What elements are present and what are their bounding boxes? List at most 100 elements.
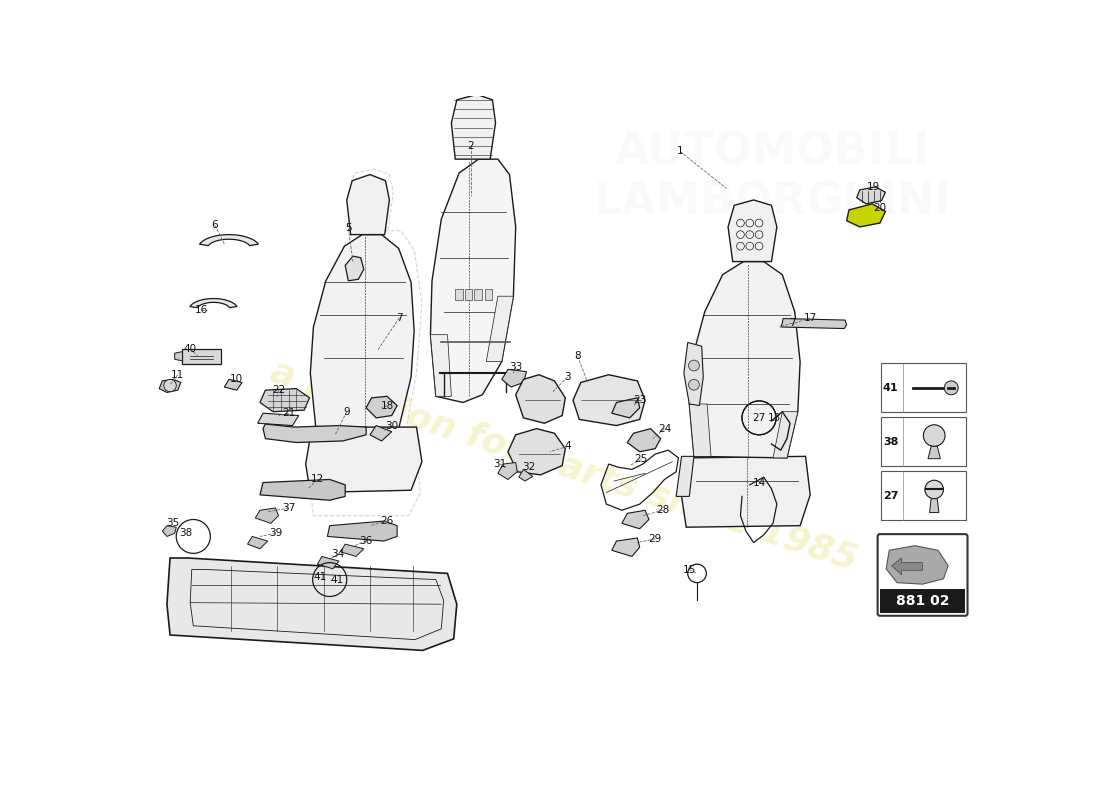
Polygon shape — [455, 289, 463, 300]
Polygon shape — [516, 374, 565, 423]
Polygon shape — [317, 557, 339, 569]
Text: 37: 37 — [282, 503, 295, 513]
Polygon shape — [306, 427, 422, 493]
Polygon shape — [773, 412, 798, 458]
Circle shape — [925, 480, 944, 498]
Circle shape — [923, 425, 945, 446]
Polygon shape — [160, 379, 180, 393]
Polygon shape — [847, 204, 886, 227]
Polygon shape — [690, 404, 711, 456]
Polygon shape — [684, 342, 703, 406]
Text: 9: 9 — [343, 406, 350, 417]
Text: 36: 36 — [360, 536, 373, 546]
Text: 38: 38 — [179, 528, 192, 538]
Polygon shape — [857, 187, 886, 204]
Text: 17: 17 — [804, 313, 817, 322]
Polygon shape — [430, 159, 516, 402]
Circle shape — [164, 379, 176, 392]
Text: 881 02: 881 02 — [895, 594, 949, 608]
Text: 16: 16 — [195, 305, 208, 315]
Text: 8: 8 — [574, 351, 581, 362]
Polygon shape — [163, 526, 176, 537]
Polygon shape — [255, 508, 278, 523]
Text: 41: 41 — [883, 383, 899, 393]
Polygon shape — [930, 498, 939, 513]
Polygon shape — [346, 174, 389, 234]
Text: 30: 30 — [385, 421, 398, 430]
Text: 1: 1 — [676, 146, 683, 157]
Polygon shape — [682, 456, 811, 527]
Polygon shape — [224, 379, 242, 390]
Polygon shape — [781, 318, 847, 329]
Polygon shape — [928, 446, 940, 458]
Polygon shape — [370, 426, 392, 441]
Polygon shape — [627, 429, 661, 452]
Text: 10: 10 — [230, 374, 243, 384]
Text: 29: 29 — [649, 534, 662, 544]
Text: 18: 18 — [381, 401, 394, 410]
Text: 38: 38 — [883, 437, 899, 446]
Text: 33: 33 — [509, 362, 522, 372]
Text: 11: 11 — [172, 370, 185, 380]
Text: 41: 41 — [314, 572, 327, 582]
FancyBboxPatch shape — [881, 471, 966, 520]
Polygon shape — [612, 538, 640, 557]
Text: 31: 31 — [494, 459, 507, 469]
Polygon shape — [199, 234, 258, 246]
Polygon shape — [451, 94, 495, 159]
Polygon shape — [260, 389, 309, 412]
Circle shape — [689, 379, 700, 390]
Text: 23: 23 — [634, 395, 647, 405]
Polygon shape — [486, 296, 514, 362]
Polygon shape — [508, 429, 565, 475]
Text: 32: 32 — [522, 462, 536, 472]
Text: 14: 14 — [752, 478, 766, 487]
Text: 40: 40 — [184, 343, 197, 354]
Text: 7: 7 — [789, 318, 795, 328]
Polygon shape — [690, 262, 800, 458]
Text: 25: 25 — [635, 454, 648, 465]
Text: 27: 27 — [752, 413, 766, 423]
Polygon shape — [464, 289, 472, 300]
Text: 3: 3 — [564, 372, 571, 382]
Text: 20: 20 — [873, 202, 887, 213]
Polygon shape — [519, 470, 532, 481]
Polygon shape — [257, 414, 299, 426]
Text: 21: 21 — [282, 408, 295, 418]
Polygon shape — [502, 370, 527, 387]
Text: 7: 7 — [396, 313, 403, 322]
Polygon shape — [260, 479, 345, 500]
Text: 15: 15 — [683, 565, 696, 574]
Polygon shape — [190, 298, 236, 308]
Text: 19: 19 — [867, 182, 880, 192]
Text: 34: 34 — [331, 549, 344, 559]
Polygon shape — [183, 349, 221, 364]
Polygon shape — [366, 396, 397, 418]
Polygon shape — [248, 537, 267, 549]
Text: 41: 41 — [331, 574, 344, 585]
Text: 27: 27 — [883, 490, 899, 501]
Polygon shape — [167, 558, 456, 650]
Circle shape — [689, 360, 700, 371]
Text: 28: 28 — [657, 506, 670, 515]
Text: 5: 5 — [345, 223, 352, 234]
Polygon shape — [887, 546, 948, 584]
Polygon shape — [341, 544, 364, 557]
Bar — [880, 589, 965, 614]
Polygon shape — [676, 456, 694, 496]
Polygon shape — [345, 256, 364, 281]
Text: 4: 4 — [564, 442, 571, 451]
Polygon shape — [621, 510, 649, 529]
Text: AUTOMOBILI
LAMBORGHINI: AUTOMOBILI LAMBORGHINI — [594, 130, 952, 223]
FancyBboxPatch shape — [878, 534, 968, 616]
FancyBboxPatch shape — [881, 417, 966, 466]
Text: 12: 12 — [310, 474, 323, 485]
Polygon shape — [310, 234, 415, 429]
Polygon shape — [728, 200, 777, 262]
Text: 6: 6 — [211, 220, 218, 230]
Polygon shape — [430, 334, 451, 396]
Text: a passion for parts since 1985: a passion for parts since 1985 — [266, 354, 861, 577]
Polygon shape — [474, 289, 482, 300]
Text: 2: 2 — [468, 141, 474, 151]
Text: 39: 39 — [268, 528, 282, 538]
